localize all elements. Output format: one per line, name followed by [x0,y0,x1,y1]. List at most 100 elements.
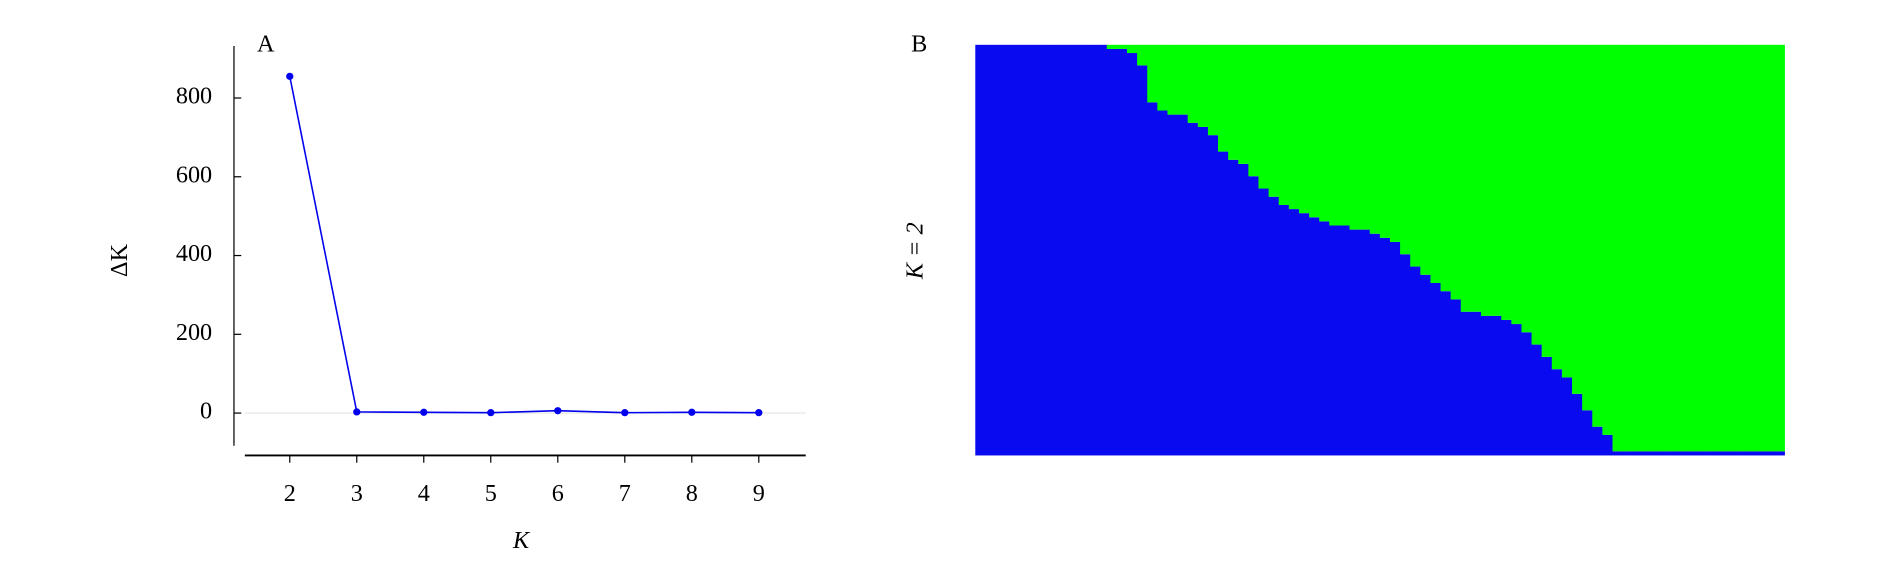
bar-segment [1420,44,1431,275]
bar-segment [1754,451,1765,456]
bar-segment [1632,44,1644,452]
bar-segment [1663,44,1674,452]
panel-label: B [911,31,927,58]
bar-segment [1743,44,1755,452]
bar-segment [1005,44,1017,456]
bar-segment [1470,311,1482,456]
data-point [554,407,562,415]
bar-segment [1369,44,1381,234]
bar-segment [1035,44,1047,456]
bar-segment [1278,44,1290,205]
bar-segment [1561,377,1573,456]
bar-segment [1723,44,1735,452]
bar-segment [1733,451,1745,456]
y-tick-label: 0 [200,398,212,425]
bar-segment [1369,233,1381,456]
bar-segment [1511,324,1522,456]
bar-segment [1673,451,1684,456]
data-line [288,76,759,414]
bar-segment [1531,44,1543,345]
bar-segment [1056,44,1067,456]
x-tick-label: 5 [485,480,497,507]
bar-segment [1440,44,1452,292]
bar-segment [1349,229,1361,456]
bar-segment [1349,44,1361,230]
bar-segment [1673,44,1684,452]
bar-segment [1450,299,1462,456]
bar-segment [1076,44,1088,456]
bar-segment [1126,44,1138,54]
bar-segment [1713,451,1725,456]
x-tick-label: 3 [351,480,363,507]
bar-segment [985,44,996,456]
bar-segment [1218,44,1229,152]
bar-segment [1278,204,1290,456]
bar-segment [1207,44,1219,136]
bar-segment [1491,315,1502,456]
bar-segment [1410,266,1421,456]
bar-segment [1572,44,1583,394]
bar-segment [1501,319,1512,456]
bar-segment [1147,44,1158,103]
bar-segment [1329,44,1340,226]
bar-segment [1612,451,1624,456]
bar-segment [1086,44,1098,456]
bar-segment [1612,44,1624,452]
bar-segment [1167,114,1179,456]
bar-segment [1703,44,1715,452]
y-tick-label: 600 [176,161,212,188]
bar-segment [1106,44,1118,49]
panel-label: A [257,31,275,58]
bar-segment [1491,44,1502,316]
bar-segment [1228,159,1239,456]
bar-segment [1400,254,1411,456]
bar-segment [1632,451,1644,456]
bar-segment [1733,44,1745,452]
bar-segment [1582,44,1593,411]
bar-segment [1238,44,1249,164]
bar-segment [1319,221,1330,456]
bar-segment [1258,188,1270,456]
bar-segment [1622,44,1634,452]
bar-segment [1379,237,1391,456]
bar-segment [1774,451,1785,456]
bar-segment [1389,44,1401,242]
bar-segment [1288,209,1300,456]
bar-segment [1046,44,1057,456]
bar-segment [1298,213,1310,456]
bar-segment [1480,44,1492,316]
bar-segment [1521,332,1533,456]
bar-segment [1116,48,1128,456]
bar-segment [1167,44,1179,115]
bar-segment [1683,451,1694,456]
bar-segment [1572,393,1583,456]
bar-segment [1683,44,1694,452]
bar-segment [1541,44,1553,357]
x-tick-label: 9 [753,480,765,507]
x-tick-label: 8 [686,480,698,507]
bar-segment [1652,44,1664,452]
bar-segment [1622,451,1634,456]
x-tick-label: 6 [552,480,564,507]
bar-segment [995,44,1007,456]
bar-segment [1339,225,1350,456]
bar-segment [1288,44,1300,210]
bar-segment [1693,44,1704,452]
bar-segment [1642,451,1654,456]
y-tick-label: 400 [176,240,212,267]
bar-segment [1521,44,1533,333]
bar-segment [1339,44,1350,226]
bar-segment [1541,356,1553,456]
bar-segment [1359,229,1371,456]
y-axis-label: ΔK [106,243,133,277]
bar-segment [1430,282,1442,456]
data-point [353,408,361,416]
bar-segment [1309,44,1320,218]
bar-segment [1147,102,1158,456]
bar-segment [1693,451,1704,456]
bar-segment [1238,163,1249,456]
bar-segment [1258,44,1270,189]
bar-segment [1470,44,1482,312]
bar-segment [1157,44,1168,111]
bar-segment [1551,44,1563,370]
